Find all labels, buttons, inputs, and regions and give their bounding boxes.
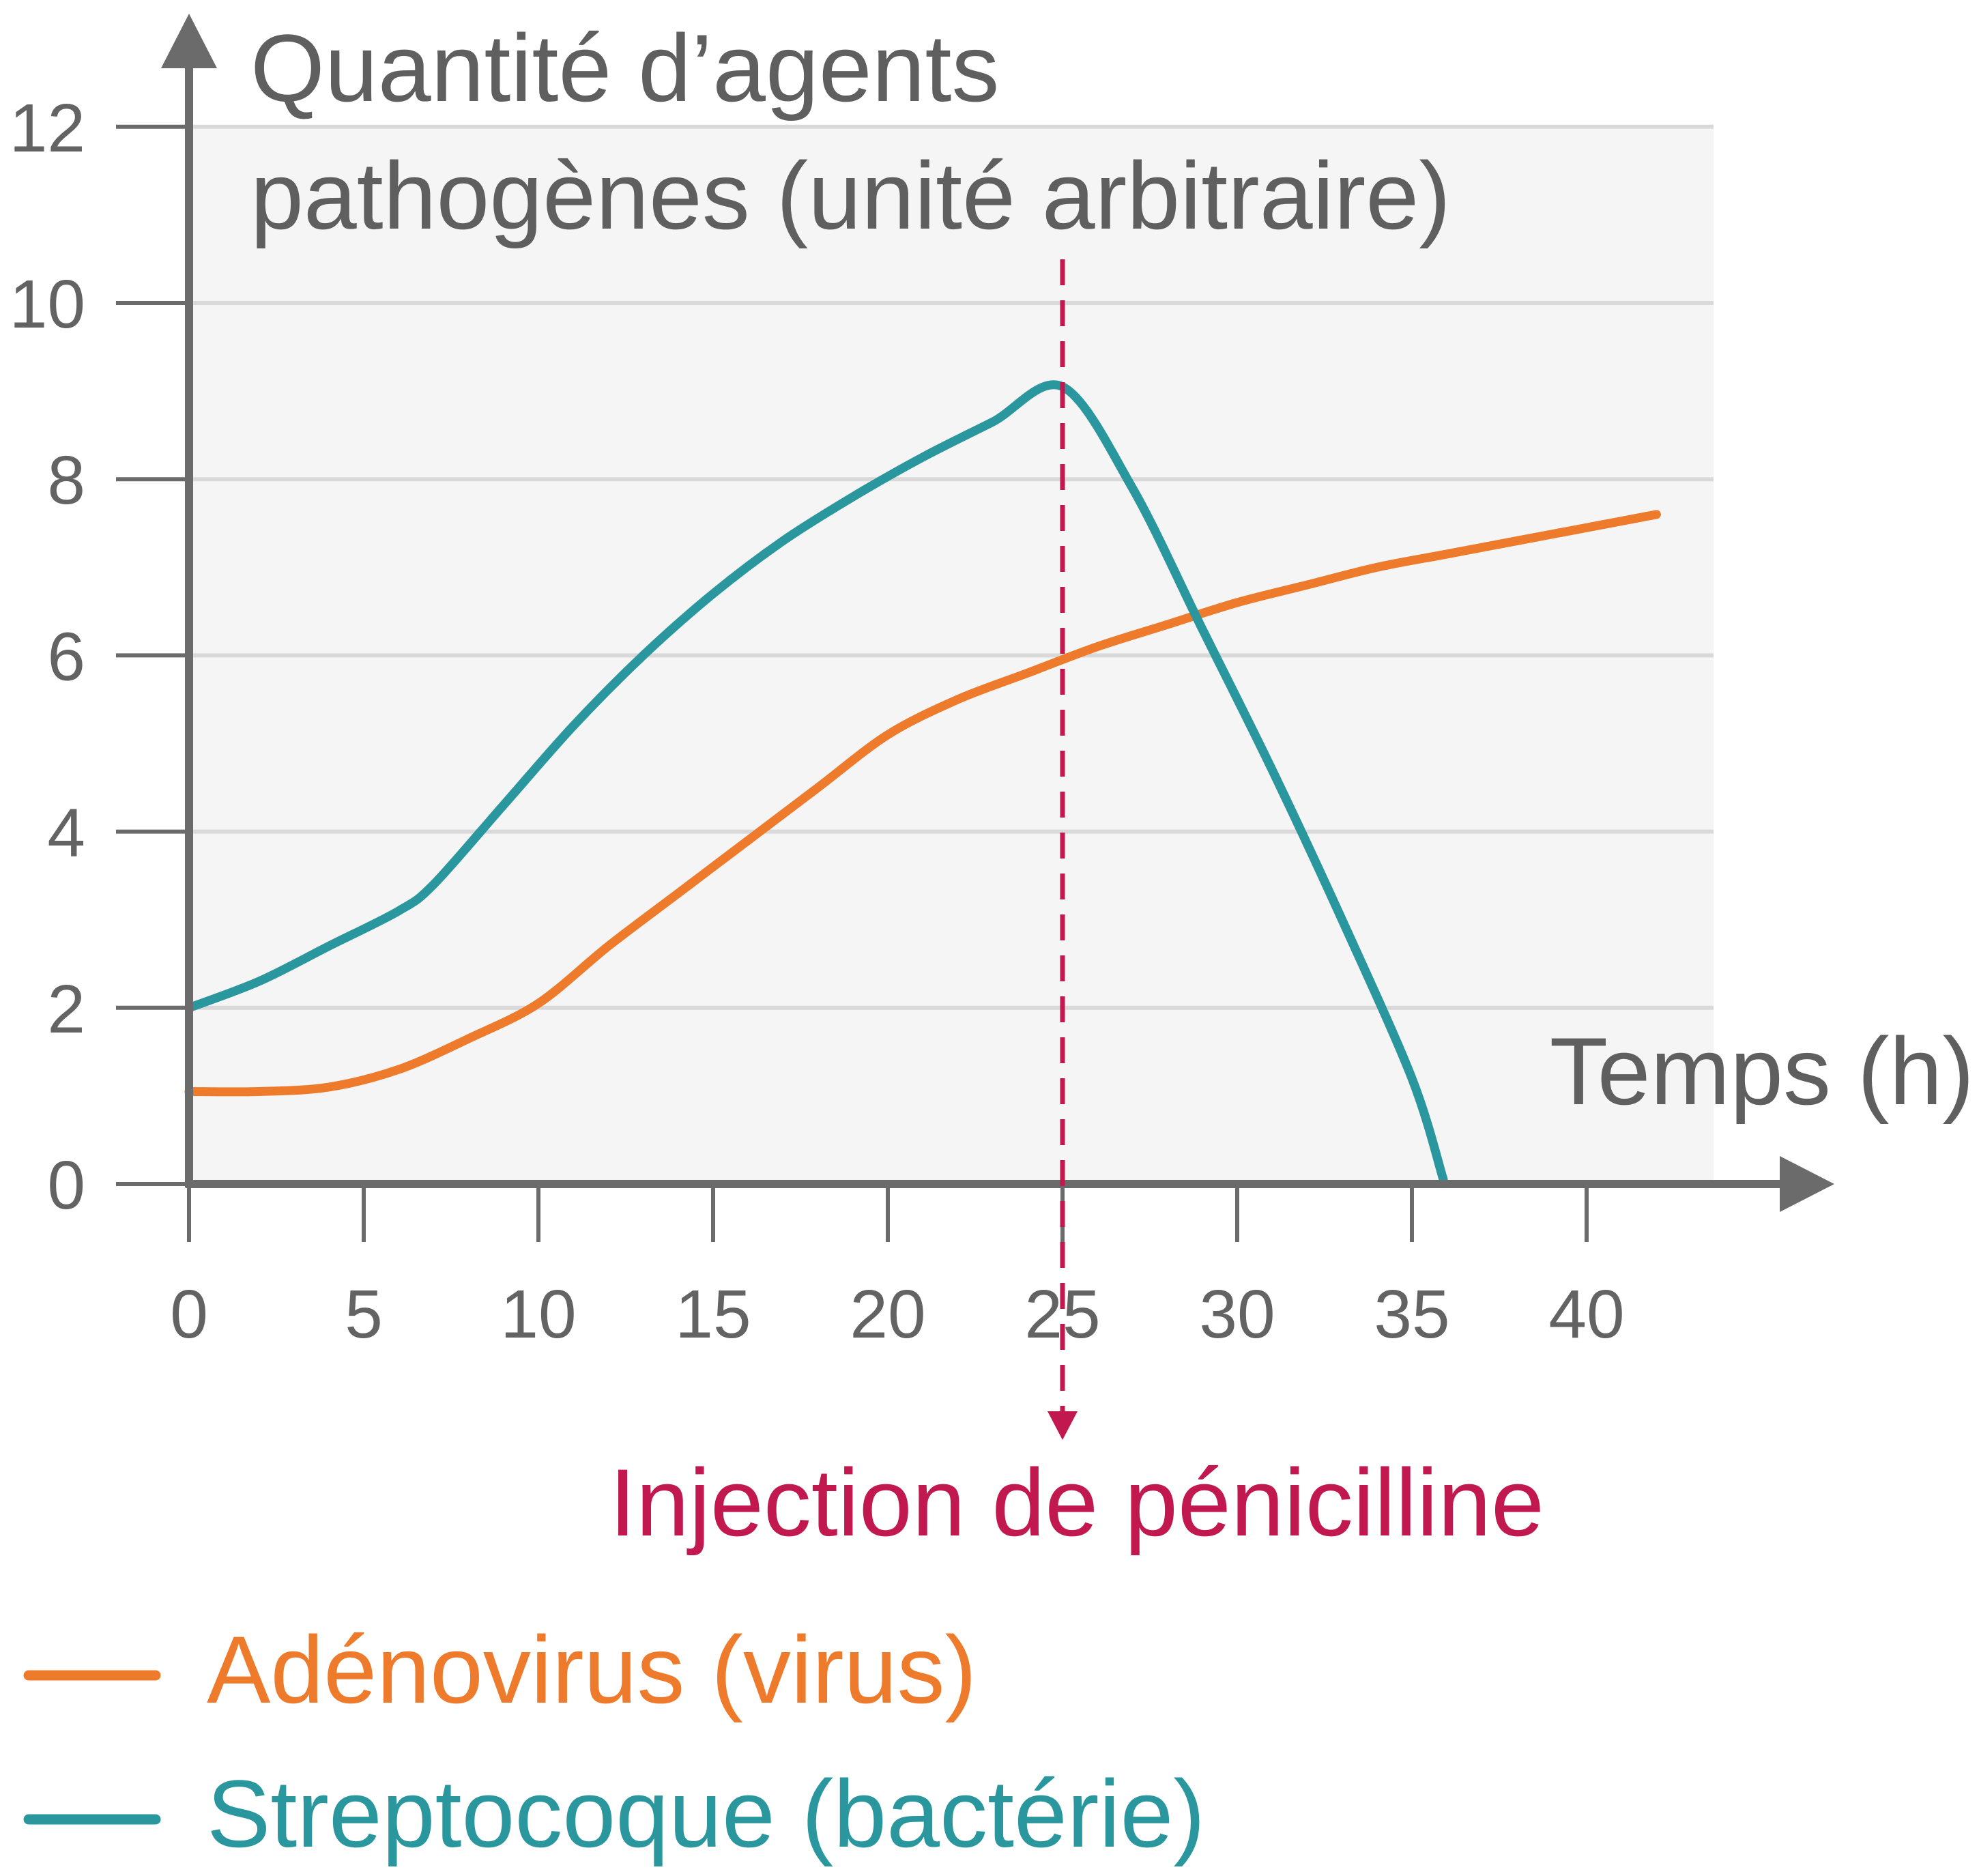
x-ticks: 0 5 10 15 20 25 30 35 40: [170, 1184, 1625, 1353]
annotation-arrow-head: [1048, 1411, 1078, 1440]
y-tick-label-0: 0: [47, 1147, 85, 1224]
series-line-adenovirus: [184, 510, 1661, 1097]
series-line-streptocoque: [184, 380, 1448, 1185]
x-axis-title: Temps (h): [1550, 1018, 1974, 1125]
annotation-layer: [1048, 259, 1078, 1440]
y-ticks: 0 2 4 6 8 10 12: [10, 90, 189, 1224]
y-tick-label-2: 2: [47, 971, 85, 1048]
y-axis-title-line1: Quantité d’agents: [250, 14, 999, 121]
y-tick-label-12: 12: [10, 90, 85, 167]
x-tick-label-0: 0: [170, 1276, 208, 1353]
x-tick-label-30: 30: [1199, 1276, 1275, 1353]
legend-label-adenovirus: Adénovirus (virus): [207, 1616, 977, 1723]
x-tick-label-40: 40: [1548, 1276, 1624, 1353]
series-layer: [184, 380, 1661, 1185]
x-tick-label-5: 5: [345, 1276, 383, 1353]
x-tick-label-15: 15: [675, 1276, 751, 1353]
annotation-label: Injection de pénicilline: [609, 1449, 1544, 1556]
x-tick-label-10: 10: [500, 1276, 576, 1353]
y-axis-arrow: [161, 14, 217, 68]
x-axis-arrow: [1780, 1156, 1834, 1212]
x-tick-label-35: 35: [1374, 1276, 1449, 1353]
y-tick-label-6: 6: [47, 618, 85, 695]
axes: [161, 14, 1834, 1212]
legend: Adénovirus (virus) Streptocoque (bactéri…: [23, 1616, 1205, 1867]
y-axis-title-line2: pathogènes (unité arbitraire): [250, 142, 1451, 249]
y-tick-label-4: 4: [47, 795, 85, 871]
legend-label-streptocoque: Streptocoque (bactérie): [207, 1760, 1205, 1867]
x-tick-label-20: 20: [850, 1276, 925, 1353]
y-tick-label-10: 10: [10, 266, 85, 343]
y-tick-label-8: 8: [47, 442, 85, 519]
gridlines: [189, 124, 1714, 1010]
